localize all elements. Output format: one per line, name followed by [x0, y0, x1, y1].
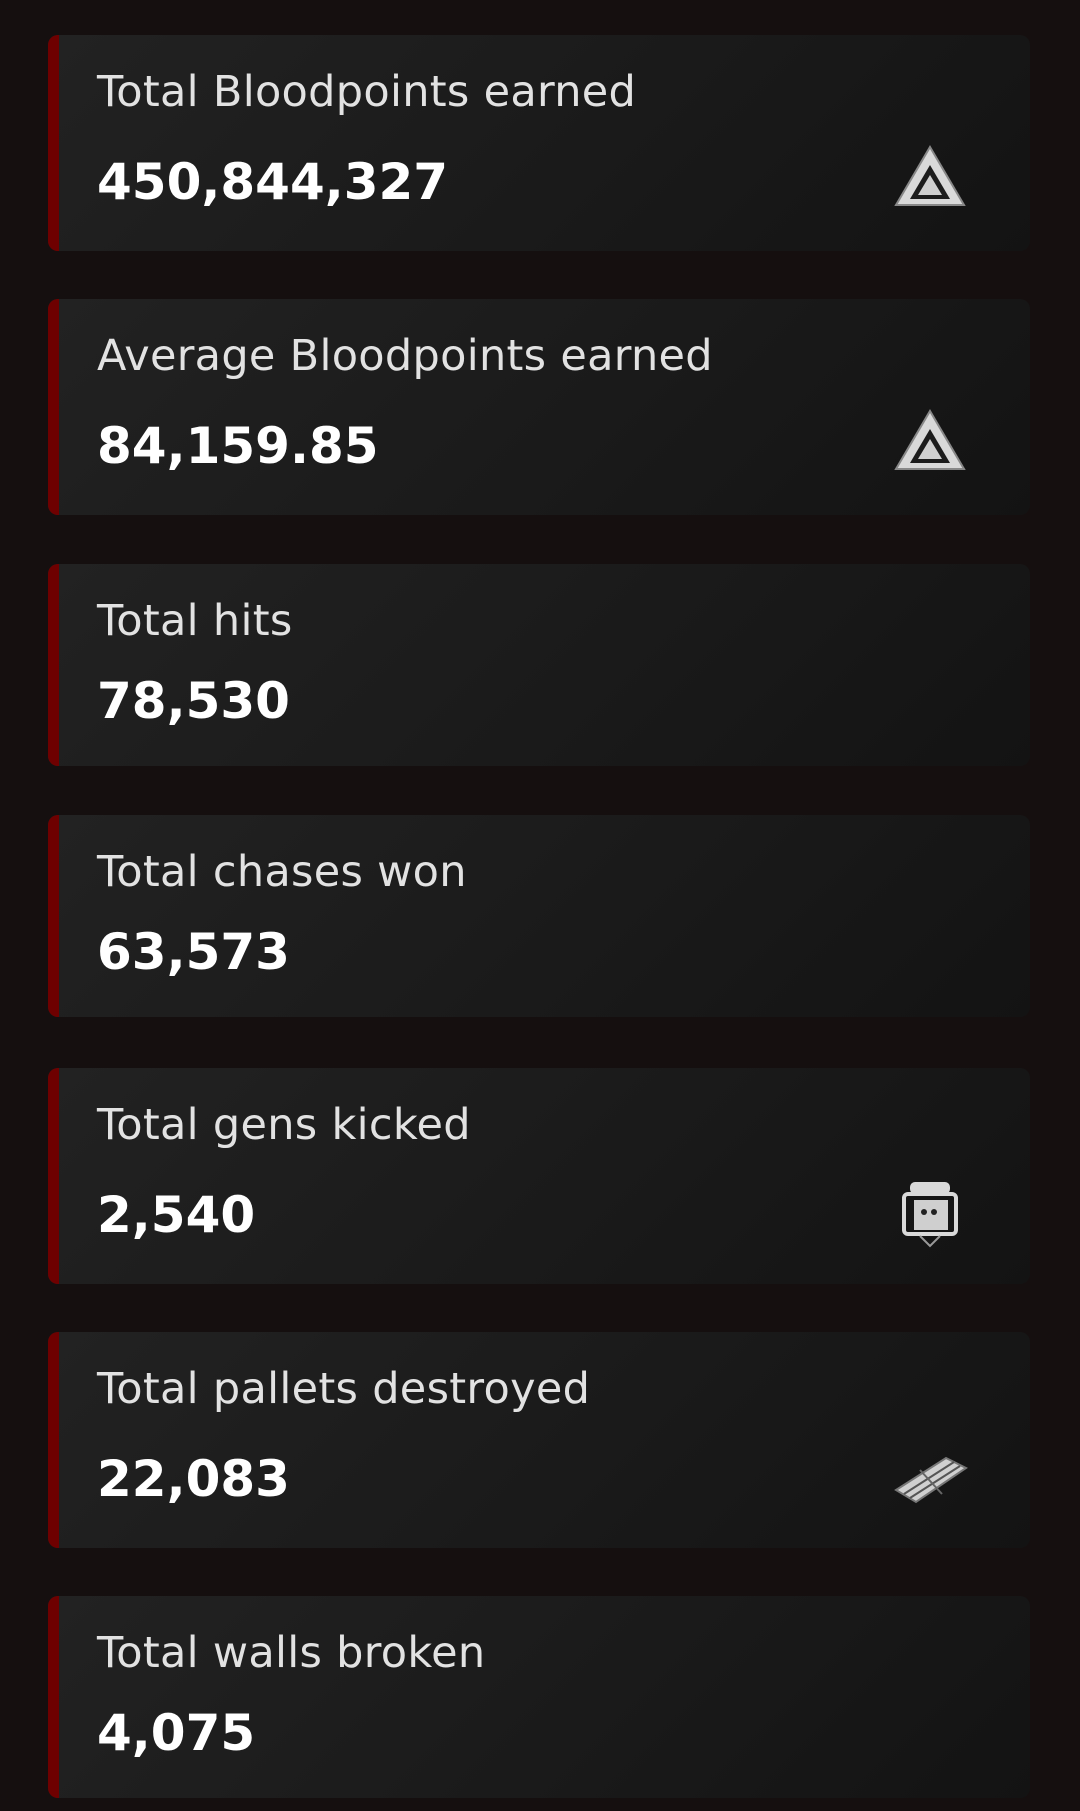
stat-card-total-pallets-destroyed: Total pallets destroyed 22,083 — [48, 1332, 1030, 1548]
generator-icon — [902, 1182, 958, 1248]
stat-card-total-walls-broken: Total walls broken 4,075 — [48, 1596, 1030, 1798]
stat-value: 450,844,327 — [97, 153, 449, 211]
stat-label: Total hits — [97, 596, 293, 646]
stat-card-total-hits: Total hits 78,530 — [48, 564, 1030, 766]
stat-label: Total walls broken — [97, 1628, 486, 1678]
stat-value: 84,159.85 — [97, 417, 379, 475]
stat-label: Total chases won — [97, 847, 467, 897]
stat-card-average-bloodpoints: Average Bloodpoints earned 84,159.85 — [48, 299, 1030, 515]
stat-value: 78,530 — [97, 672, 290, 730]
pallet-icon — [894, 1456, 968, 1504]
stat-card-total-bloodpoints: Total Bloodpoints earned 450,844,327 — [48, 35, 1030, 251]
stat-label: Total gens kicked — [97, 1100, 471, 1150]
stat-value: 2,540 — [97, 1186, 256, 1244]
stat-card-total-gens-kicked: Total gens kicked 2,540 — [48, 1068, 1030, 1284]
stat-label: Total Bloodpoints earned — [97, 67, 637, 117]
stat-value: 22,083 — [97, 1450, 290, 1508]
stat-label: Total pallets destroyed — [97, 1364, 591, 1414]
stat-card-total-chases-won: Total chases won 63,573 — [48, 815, 1030, 1017]
bloodpoints-icon — [894, 409, 966, 470]
stat-value: 4,075 — [97, 1704, 256, 1762]
stat-value: 63,573 — [97, 923, 290, 981]
bloodpoints-icon — [894, 145, 966, 206]
stat-label: Average Bloodpoints earned — [97, 331, 713, 381]
